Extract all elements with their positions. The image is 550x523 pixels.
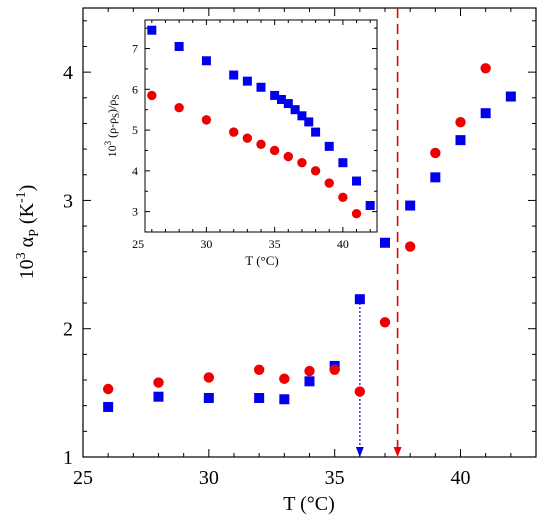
data-point-square bbox=[352, 176, 362, 186]
data-point-circle bbox=[354, 386, 366, 397]
data-point-square bbox=[229, 70, 239, 80]
data-point-circle bbox=[329, 364, 340, 375]
x-tick-label: 35 bbox=[269, 237, 281, 251]
y-tick-label: 4 bbox=[132, 164, 138, 178]
data-point-square bbox=[270, 90, 280, 100]
data-point-square bbox=[354, 294, 365, 305]
y-tick-label: 2 bbox=[63, 319, 73, 341]
y-tick-label: 4 bbox=[63, 62, 73, 84]
data-point-square bbox=[203, 392, 214, 403]
y-tick-label: 6 bbox=[132, 82, 138, 96]
data-point-square bbox=[276, 95, 286, 104]
x-tick-label: 25 bbox=[73, 467, 93, 489]
data-point-circle bbox=[351, 208, 362, 219]
x-tick-label: 30 bbox=[200, 237, 212, 251]
data-point-circle bbox=[404, 241, 416, 252]
data-point-square bbox=[304, 117, 314, 127]
x-tick-label: 35 bbox=[325, 467, 345, 489]
data-point-circle bbox=[174, 102, 184, 113]
data-point-circle bbox=[203, 372, 215, 383]
data-point-circle bbox=[147, 90, 157, 101]
data-point-circle bbox=[102, 383, 114, 395]
annotation-arrowhead bbox=[355, 447, 364, 457]
data-point-square bbox=[380, 237, 390, 248]
x-tick-label: 40 bbox=[451, 467, 471, 489]
x-tick-label: 25 bbox=[132, 237, 144, 251]
data-point-square bbox=[455, 135, 466, 146]
data-point-square bbox=[256, 82, 266, 92]
annotation-arrowhead bbox=[393, 447, 402, 457]
x-tick-label: 40 bbox=[337, 237, 349, 251]
x-tick-label: 30 bbox=[199, 467, 219, 489]
data-point-circle bbox=[338, 192, 348, 203]
data-point-square bbox=[290, 105, 300, 115]
data-point-square bbox=[430, 172, 441, 183]
data-point-circle bbox=[253, 364, 265, 375]
y-tick-label: 3 bbox=[132, 205, 138, 219]
data-point-square bbox=[304, 376, 315, 387]
inset-chart: 25 30 35 40 3 4 5 6 7 T (°C) 103 (ρ-ρS)/ρS bbox=[103, 19, 378, 268]
y-tick-label: 3 bbox=[63, 190, 73, 212]
data-point-circle bbox=[269, 145, 280, 156]
data-point-circle bbox=[455, 116, 466, 128]
data-point-square bbox=[242, 76, 252, 86]
data-point-circle bbox=[153, 377, 164, 388]
data-point-square bbox=[505, 91, 516, 102]
data-point-circle bbox=[256, 139, 266, 150]
y-tick-label: 7 bbox=[132, 42, 138, 56]
data-point-square bbox=[279, 394, 290, 405]
data-point-circle bbox=[297, 157, 307, 168]
data-point-circle bbox=[242, 133, 253, 143]
main-x-axis-label: T (°C) bbox=[283, 493, 335, 515]
data-point-square bbox=[103, 401, 114, 412]
data-point-square bbox=[338, 158, 348, 168]
data-point-circle bbox=[379, 317, 391, 328]
data-point-circle bbox=[201, 115, 212, 125]
inset-x-axis-label: T (°C) bbox=[245, 253, 278, 268]
data-point-square bbox=[153, 391, 164, 402]
data-point-circle bbox=[279, 373, 290, 384]
data-point-circle bbox=[324, 178, 334, 188]
inset-ticks: 25 30 35 40 3 4 5 6 7 bbox=[132, 20, 377, 251]
data-point-square bbox=[311, 127, 321, 137]
y-tick-label: 1 bbox=[63, 447, 73, 469]
data-point-square bbox=[480, 108, 491, 119]
data-point-circle bbox=[304, 365, 315, 377]
data-point-circle bbox=[310, 166, 321, 176]
data-point-square bbox=[324, 141, 334, 151]
inset-points bbox=[147, 25, 375, 219]
data-point-circle bbox=[430, 147, 441, 159]
data-point-square bbox=[283, 99, 293, 109]
data-point-square bbox=[365, 201, 375, 210]
data-point-square bbox=[174, 42, 184, 51]
data-point-circle bbox=[480, 63, 491, 74]
data-point-square bbox=[201, 56, 211, 66]
inset-y-axis-label: 103 (ρ-ρS)/ρS bbox=[103, 95, 121, 158]
data-point-circle bbox=[229, 127, 239, 137]
data-point-square bbox=[297, 111, 307, 121]
main-y-axis-label: 103 αP (K-1) bbox=[14, 185, 42, 280]
data-point-circle bbox=[283, 151, 293, 162]
data-point-square bbox=[405, 200, 416, 211]
data-point-square bbox=[147, 25, 157, 35]
main-annotations bbox=[355, 8, 402, 457]
data-point-square bbox=[254, 392, 265, 403]
y-tick-label: 5 bbox=[132, 123, 138, 137]
main-points bbox=[102, 63, 516, 412]
